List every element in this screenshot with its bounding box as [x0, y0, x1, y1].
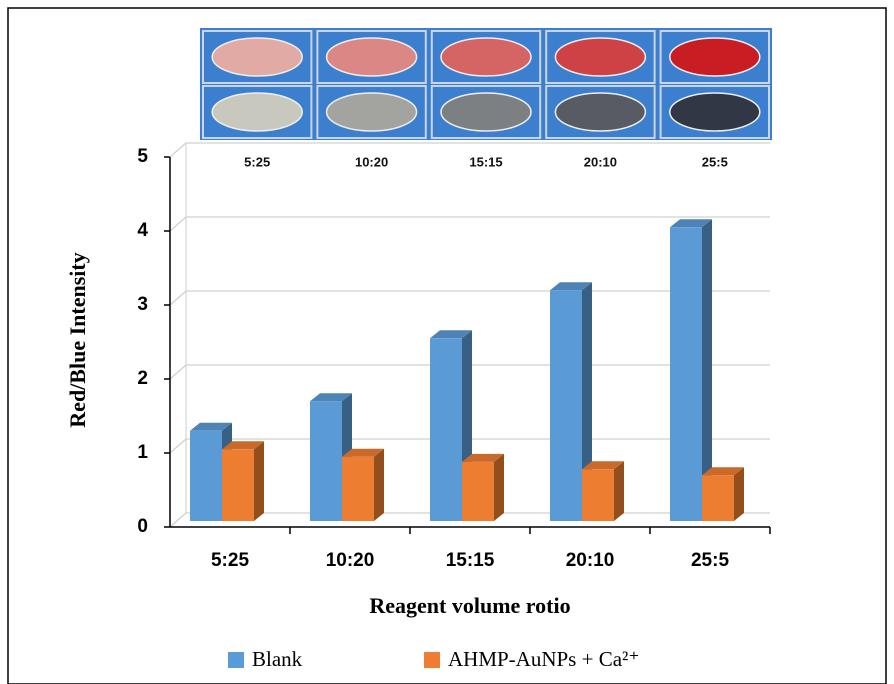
legend-swatch: [228, 652, 244, 668]
bar-side: [254, 441, 264, 521]
photo-label: 20:10: [584, 154, 617, 169]
bar: [702, 467, 744, 521]
well-cell: [430, 30, 542, 84]
bar-side: [374, 448, 384, 521]
well-red: [325, 37, 418, 77]
bar-top: [190, 422, 232, 431]
well-cell: [316, 85, 427, 139]
bar-top: [550, 282, 592, 291]
well-red: [669, 37, 761, 77]
photo-label: 25:5: [702, 154, 728, 169]
well-red: [554, 37, 647, 77]
well-cell: [545, 30, 656, 84]
bar-front: [310, 401, 342, 521]
x-tick-label: 10:20: [326, 550, 375, 571]
x-axis-title: Reagent volume rotio: [369, 593, 570, 618]
bar-top: [222, 441, 264, 450]
well-cell: [659, 30, 770, 84]
x-tick-label: 25:5: [691, 550, 729, 571]
legend-label: Blank: [252, 647, 303, 671]
y-tick-label: 3: [137, 294, 148, 315]
bar-front: [190, 430, 222, 521]
bar: [550, 282, 592, 521]
bar: [582, 461, 624, 521]
well-gray: [211, 92, 303, 132]
well-cell: [430, 85, 542, 139]
well-cell: [202, 30, 313, 84]
well-gray: [325, 92, 418, 132]
photo-label: 15:15: [469, 154, 502, 169]
y-axis-title: Red/Blue Intensity: [65, 252, 90, 427]
well-cell: [202, 85, 313, 139]
bar: [670, 219, 712, 522]
well-gray: [440, 92, 532, 132]
y-tick-label: 1: [137, 442, 148, 463]
photo-label: 10:20: [355, 154, 388, 169]
bar: [222, 441, 264, 521]
bar-front: [670, 227, 702, 522]
bar-side: [702, 219, 712, 522]
bar-top: [310, 393, 352, 402]
bar: [462, 453, 504, 521]
x-tick-label: 20:10: [566, 550, 615, 571]
bar-front: [430, 338, 462, 521]
well-red: [211, 37, 303, 77]
legend-swatch: [424, 652, 440, 668]
y-tick-label: 5: [137, 146, 148, 167]
bar-front: [222, 449, 254, 521]
well-cell: [316, 30, 427, 84]
bar-top: [670, 219, 712, 228]
bar-side: [582, 282, 592, 521]
y-tick-label: 4: [137, 220, 148, 241]
well-red: [440, 37, 532, 77]
bar-side: [614, 461, 624, 521]
legend-label: AHMP-AuNPs + Ca²⁺: [448, 647, 639, 671]
photo-label: 5:25: [244, 154, 270, 169]
bar-top: [702, 467, 744, 476]
bar-side: [494, 453, 504, 521]
y-tick-label: 0: [137, 516, 148, 537]
x-tick-label: 15:15: [446, 550, 495, 571]
well-gray: [669, 92, 761, 132]
well-cell: [545, 85, 656, 139]
well-gray: [554, 92, 647, 132]
y-tick-label: 2: [137, 368, 148, 389]
bar-top: [430, 330, 472, 339]
grid-line: [169, 216, 770, 232]
bar-side: [734, 467, 744, 521]
bar-front: [462, 461, 494, 521]
bar-top: [582, 461, 624, 470]
photo-inset: [200, 28, 772, 140]
bar-top: [342, 448, 384, 457]
bar-front: [702, 475, 734, 521]
bar: [342, 448, 384, 521]
well-cell: [659, 85, 770, 139]
bar-front: [550, 290, 582, 521]
bar-front: [582, 469, 614, 521]
x-tick-label: 5:25: [211, 550, 249, 571]
bar-front: [342, 456, 374, 521]
bar-top: [462, 453, 504, 462]
grid-line: [169, 142, 770, 158]
